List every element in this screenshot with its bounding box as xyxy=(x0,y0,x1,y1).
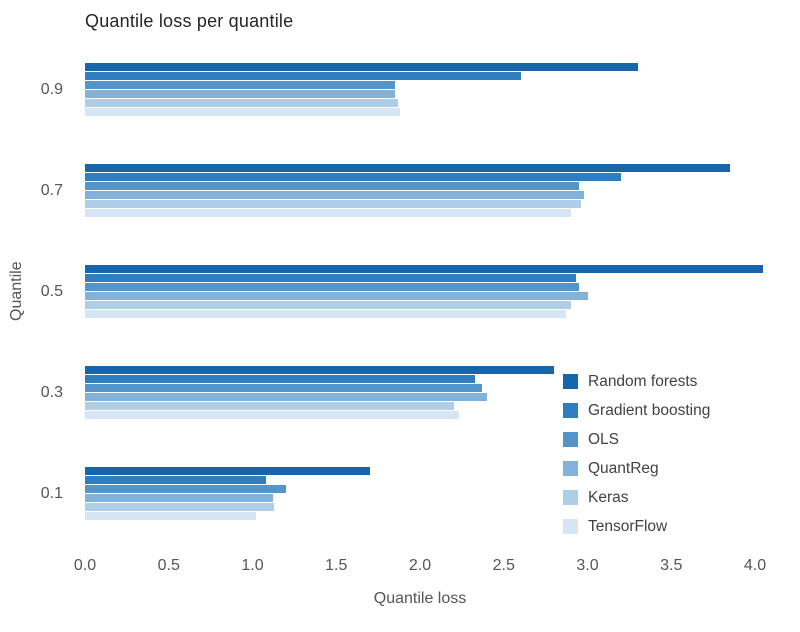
bar-ols xyxy=(85,485,286,493)
y-tick-label: 0.7 xyxy=(40,181,63,199)
legend-item-keras: Keras xyxy=(563,483,710,512)
bar-random-forests xyxy=(85,63,638,71)
legend-label: Random forests xyxy=(588,372,698,390)
bar-quantreg xyxy=(85,191,585,199)
x-tick-label: 3.5 xyxy=(660,557,683,574)
bar-keras xyxy=(85,301,571,309)
bar-ols xyxy=(85,384,482,392)
bar-ols xyxy=(85,182,580,190)
x-axis-label: Quantile loss xyxy=(373,590,467,607)
legend-swatch xyxy=(563,519,578,534)
y-tick-label: 0.9 xyxy=(40,80,63,98)
legend-swatch xyxy=(563,432,578,447)
bar-random-forests xyxy=(85,366,554,374)
legend-label: Gradient boosting xyxy=(588,401,711,419)
bar-quantreg xyxy=(85,393,487,401)
chart-title: Quantile loss per quantile xyxy=(85,11,294,31)
x-tick-label: 2.0 xyxy=(408,557,432,574)
bar-gradient-boosting xyxy=(85,375,476,383)
legend-swatch xyxy=(563,490,578,505)
x-tick-labels: 0.0 0.5 1.0 1.5 2.0 2.5 3.0 3.5 4.0 xyxy=(74,557,766,577)
legend-item-gradient-boosting: Gradient boosting xyxy=(563,396,710,425)
bar-group-0.7 xyxy=(85,140,755,241)
bar-keras xyxy=(85,99,399,107)
bar-tensorflow xyxy=(85,512,256,520)
plot-area xyxy=(85,39,764,544)
legend-label: OLS xyxy=(588,430,620,448)
legend-label: TensorFlow xyxy=(588,517,668,535)
legend-swatch xyxy=(563,374,578,389)
bar-quantreg xyxy=(85,90,395,98)
bar-quantreg xyxy=(85,292,588,300)
legend-label: Keras xyxy=(588,488,629,506)
bar-tensorflow xyxy=(85,310,566,318)
y-tick-label: 0.3 xyxy=(40,383,63,401)
bar-tensorflow xyxy=(85,411,459,419)
legend-swatch xyxy=(563,461,578,476)
bar-group-0.5 xyxy=(85,241,764,342)
bar-tensorflow xyxy=(85,209,571,217)
bar-keras xyxy=(85,200,581,208)
bar-random-forests xyxy=(85,265,764,273)
bar-gradient-boosting xyxy=(85,274,576,282)
x-tick-label: 2.5 xyxy=(492,557,515,574)
bar-keras xyxy=(85,402,454,410)
bar-gradient-boosting xyxy=(85,173,621,181)
bar-gradient-boosting xyxy=(85,476,266,484)
legend-item-quantreg: QuantReg xyxy=(563,454,710,483)
bar-gradient-boosting xyxy=(85,72,521,80)
y-tick-label: 0.1 xyxy=(40,484,63,502)
bar-ols xyxy=(85,81,395,89)
legend-label: QuantReg xyxy=(588,459,659,477)
bar-keras xyxy=(85,503,275,511)
bar-random-forests xyxy=(85,467,370,475)
bar-group-0.3 xyxy=(85,342,755,443)
legend: Random forests Gradient boosting OLS QuantR… xyxy=(563,367,710,541)
x-tick-label: 1.0 xyxy=(241,557,264,574)
legend-item-tensorflow: TensorFlow xyxy=(563,512,710,541)
y-tick-label: 0.5 xyxy=(40,282,63,300)
legend-swatch xyxy=(563,403,578,418)
x-tick-label: 0.5 xyxy=(157,557,180,574)
y-tick-labels: 0.9 0.7 0.5 0.3 0.1 xyxy=(0,39,77,544)
bar-group-0.9 xyxy=(85,39,755,140)
x-tick-label: 1.5 xyxy=(325,557,348,574)
x-tick-label: 3.0 xyxy=(576,557,599,574)
bar-tensorflow xyxy=(85,108,400,116)
x-tick-label: 0.0 xyxy=(73,557,97,574)
legend-item-random-forests: Random forests xyxy=(563,367,710,396)
bar-quantreg xyxy=(85,494,273,502)
bar-random-forests xyxy=(85,164,730,172)
legend-item-ols: OLS xyxy=(563,425,710,454)
bar-group-0.1 xyxy=(85,443,755,544)
bar-ols xyxy=(85,283,580,291)
x-tick-label: 4.0 xyxy=(743,557,767,574)
